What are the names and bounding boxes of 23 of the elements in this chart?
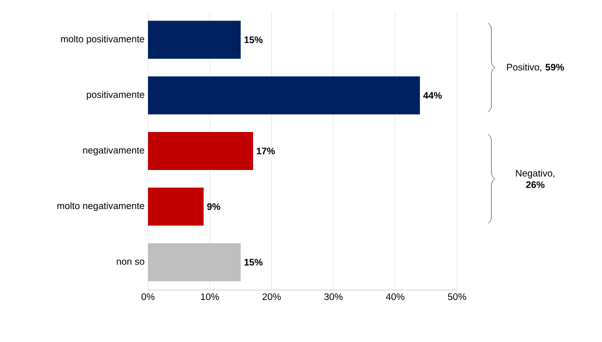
bar (148, 188, 204, 226)
x-tick-label: 30% (324, 293, 343, 300)
data-label: 17% (256, 148, 275, 154)
data-label: 9% (207, 203, 220, 210)
x-tick-label: 50% (448, 293, 466, 300)
bar (148, 132, 254, 170)
x-tick-label: 10% (201, 293, 219, 300)
data-label: 15% (244, 36, 263, 44)
text: Negativo, 26% (516, 170, 554, 188)
y-tick-label: molto positivamente (61, 35, 144, 44)
text: Positivo, 59% (507, 64, 564, 72)
y-tick-label: negativamente (83, 146, 144, 156)
x-tick-label: 20% (262, 293, 281, 300)
data-label: 15% (244, 258, 263, 266)
y-tick-label: molto negativamente (57, 202, 144, 212)
bar (148, 243, 241, 282)
x-tick-label: 0% (142, 293, 155, 300)
x-tick-label: 40% (386, 293, 404, 300)
bar (148, 20, 241, 59)
y-tick-label: positivamente (86, 90, 144, 100)
y-tick-label: non so (116, 260, 144, 265)
bar (148, 76, 420, 114)
data-label: 44% (423, 92, 442, 99)
